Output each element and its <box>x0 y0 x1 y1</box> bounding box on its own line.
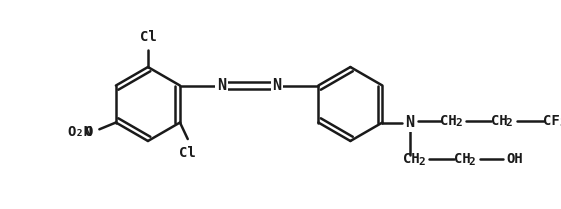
Text: 2: 2 <box>455 119 462 129</box>
Text: N: N <box>272 78 282 93</box>
Text: 2: 2 <box>418 157 425 167</box>
Text: 3: 3 <box>559 119 561 129</box>
Text: O₂N: O₂N <box>67 125 93 139</box>
Text: CH: CH <box>403 153 420 167</box>
Text: Cl: Cl <box>140 30 157 44</box>
Text: CH: CH <box>491 113 508 127</box>
Text: N: N <box>405 115 414 130</box>
Text: O: O <box>84 125 93 139</box>
Text: CF: CF <box>544 113 560 127</box>
Text: OH: OH <box>507 153 523 167</box>
Text: N: N <box>217 78 226 93</box>
Text: CH: CH <box>440 113 457 127</box>
Text: 2: 2 <box>468 157 475 167</box>
Text: 2: 2 <box>505 119 512 129</box>
Text: CH: CH <box>454 153 471 167</box>
Text: Cl: Cl <box>180 146 196 160</box>
